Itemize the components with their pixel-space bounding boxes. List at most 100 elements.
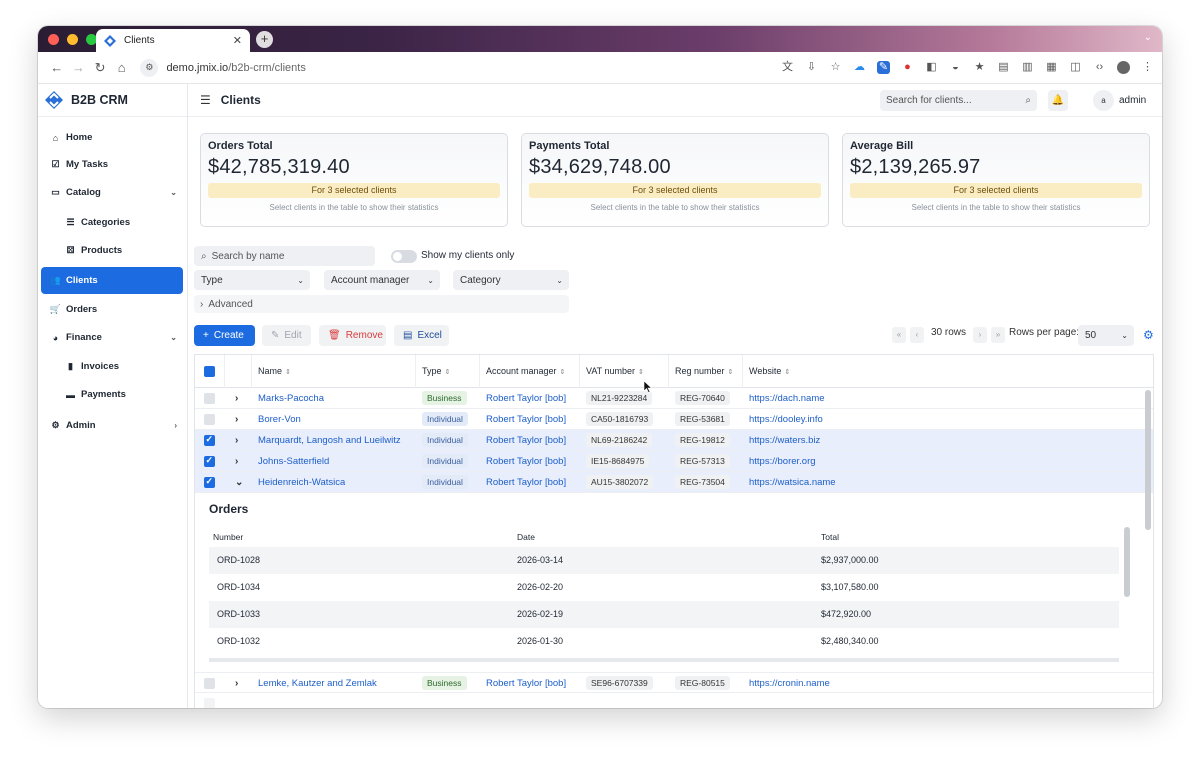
table-row[interactable]: › Lemke, Kautzer and Zemlak Business Rob… xyxy=(195,672,1153,693)
chevron-right-icon[interactable]: › xyxy=(235,456,239,467)
select-all-checkbox[interactable] xyxy=(204,365,215,398)
table-row[interactable]: › Borer-Von Individual Robert Taylor [bo… xyxy=(195,409,1153,430)
sidebar-item-admin[interactable]: ⚙ Admin › xyxy=(41,412,183,439)
back-icon[interactable]: ← xyxy=(50,60,64,75)
sidebar-item-categories[interactable]: ☰ Categories xyxy=(41,209,183,236)
close-window-button[interactable] xyxy=(48,34,59,45)
address-bar[interactable]: ⚙ demo.jmix.io/b2b-crm/clients xyxy=(140,56,773,80)
maximize-window-button[interactable] xyxy=(86,34,97,45)
sidebar-item-invoices[interactable]: ▮ Invoices xyxy=(41,353,183,380)
close-tab-icon[interactable]: ✕ xyxy=(232,35,242,47)
cloud-extension-icon[interactable]: ☁ xyxy=(854,61,865,73)
column-header-account-manager[interactable]: Account manager ⇕ xyxy=(480,355,580,388)
column-header-number[interactable]: Number xyxy=(213,532,244,542)
row-checkbox[interactable] xyxy=(204,476,215,488)
chevron-right-icon[interactable]: › xyxy=(235,678,239,689)
order-row[interactable]: ORD-1028 2026-03-14 $2,937,000.00 xyxy=(209,547,1119,574)
order-row[interactable]: ORD-1032 2026-01-30 $2,480,340.00 xyxy=(209,628,1119,655)
profile-avatar-icon[interactable] xyxy=(1117,61,1130,74)
manager-link[interactable]: Robert Taylor [bob] xyxy=(486,477,567,488)
sidebar-item-orders[interactable]: 🛒 Orders xyxy=(41,296,183,323)
trash-icon[interactable]: ▥ xyxy=(1022,61,1033,73)
website-link[interactable]: https://waters.biz xyxy=(749,435,821,446)
settings-gear-icon[interactable]: ⚙ xyxy=(1143,328,1154,342)
table-row[interactable]: › Marquardt, Langosh and Lueilwitz Indiv… xyxy=(195,430,1153,451)
forward-icon[interactable]: → xyxy=(71,60,85,75)
chevron-right-icon[interactable]: › xyxy=(235,393,239,404)
my-clients-toggle[interactable] xyxy=(391,250,417,263)
manager-link[interactable]: Robert Taylor [bob] xyxy=(486,678,567,689)
manager-link[interactable]: Robert Taylor [bob] xyxy=(486,456,567,467)
home-icon[interactable]: ⌂ xyxy=(117,60,126,75)
chevron-down-icon[interactable]: ⌄ xyxy=(235,477,244,488)
minimize-window-button[interactable] xyxy=(67,34,78,45)
row-checkbox[interactable] xyxy=(204,393,215,404)
column-header-vat-number[interactable]: VAT number ⇕ xyxy=(580,355,669,388)
column-header-website[interactable]: Website ⇕ xyxy=(743,355,1153,388)
notifications-bell-icon[interactable]: 🔔 xyxy=(1048,90,1068,111)
client-name-link[interactable]: Marks-Pacocha xyxy=(258,393,324,404)
brand[interactable]: B2B CRM xyxy=(38,84,187,117)
client-name-link[interactable]: Marquardt, Langosh and Lueilwitz xyxy=(258,435,401,446)
manager-link[interactable]: Robert Taylor [bob] xyxy=(486,414,567,425)
menu-toggle-icon[interactable]: ☰ xyxy=(200,93,211,107)
category-select[interactable]: Category ⌄ xyxy=(453,270,569,290)
client-name-link[interactable]: Borer-Von xyxy=(258,414,301,425)
new-tab-button[interactable]: + xyxy=(256,31,273,48)
table-row[interactable]: › Johns-Satterfield Individual Robert Ta… xyxy=(195,451,1153,472)
type-select[interactable]: Type ⌄ xyxy=(194,270,310,290)
sidebar-item-finance[interactable]: ◕ Finance ⌄ xyxy=(41,324,183,351)
devtools-icon[interactable]: ‹› xyxy=(1095,61,1104,73)
grid-icon[interactable]: ▦ xyxy=(1046,61,1057,73)
website-link[interactable]: https://borer.org xyxy=(749,456,816,467)
name-search-input[interactable]: ⌕ Search by name xyxy=(194,246,375,266)
tab-search-icon[interactable]: ⌄ xyxy=(1143,32,1152,43)
record-extension-icon[interactable]: ● xyxy=(904,61,911,73)
puzzle-icon[interactable]: ◧ xyxy=(926,61,937,73)
order-row[interactable]: ORD-1033 2026-02-19 $472,920.00 xyxy=(209,601,1119,628)
advanced-filter-toggle[interactable]: › Advanced xyxy=(194,295,569,313)
site-info-icon[interactable]: ⚙ xyxy=(140,58,159,77)
browser-menu-icon[interactable]: ⋮ xyxy=(1142,61,1153,73)
manager-link[interactable]: Robert Taylor [bob] xyxy=(486,393,567,404)
sidebar-item-catalog[interactable]: ▭ Catalog ⌄ xyxy=(41,179,183,206)
table-row-partial[interactable] xyxy=(195,693,1153,708)
remove-button[interactable]: 🗑 Remove xyxy=(319,325,386,346)
star-icon[interactable]: ★ xyxy=(974,61,985,73)
username[interactable]: admin xyxy=(1119,95,1147,106)
manager-link[interactable]: Robert Taylor [bob] xyxy=(486,435,567,446)
search-icon[interactable]: ⌕ xyxy=(1025,95,1031,106)
pen-extension-icon[interactable]: ✎ xyxy=(877,61,890,74)
column-header-date[interactable]: Date xyxy=(517,532,535,542)
orders-horizontal-scrollbar[interactable] xyxy=(209,658,1119,662)
bookmark-star-icon[interactable]: ☆ xyxy=(830,61,841,73)
website-link[interactable]: https://dooley.info xyxy=(749,414,823,425)
row-checkbox[interactable] xyxy=(204,455,215,467)
reload-icon[interactable]: ↻ xyxy=(94,59,106,75)
chevron-right-icon[interactable]: › xyxy=(235,435,239,446)
client-name-link[interactable]: Lemke, Kautzer and Zemlak xyxy=(258,678,377,689)
website-link[interactable]: https://dach.name xyxy=(749,393,825,404)
next-page-button[interactable]: › xyxy=(973,327,987,343)
edit-button[interactable]: ✎ Edit xyxy=(262,325,311,346)
table-row[interactable]: ⌄ Heidenreich-Watsica Individual Robert … xyxy=(195,472,1153,493)
client-name-link[interactable]: Johns-Satterfield xyxy=(258,456,330,467)
sidebar-item-my-tasks[interactable]: ☑ My Tasks xyxy=(41,151,183,178)
table-scrollbar[interactable] xyxy=(1145,390,1151,530)
incognito-icon[interactable]: ◒ xyxy=(952,61,959,73)
excel-button[interactable]: ▤ Excel xyxy=(394,325,449,346)
row-checkbox[interactable] xyxy=(204,434,215,446)
translate-icon[interactable]: 文 xyxy=(782,61,793,73)
account-manager-select[interactable]: Account manager ⌄ xyxy=(324,270,440,290)
client-name-link[interactable]: Heidenreich-Watsica xyxy=(258,477,346,488)
split-view-icon[interactable]: ◫ xyxy=(1070,61,1081,73)
column-header-name[interactable]: Name ⇕ xyxy=(252,355,416,388)
rows-per-page-select[interactable]: 50 ⌄ xyxy=(1078,325,1134,346)
browser-tab[interactable]: Clients ✕ xyxy=(96,29,250,52)
sidebar-item-payments[interactable]: ▬ Payments xyxy=(41,381,183,408)
sidebar-item-products[interactable]: ⚄ Products xyxy=(41,237,183,264)
create-button[interactable]: + Create xyxy=(194,325,255,346)
row-checkbox[interactable] xyxy=(204,414,215,425)
order-row[interactable]: ORD-1034 2026-02-20 $3,107,580.00 xyxy=(209,574,1119,601)
website-link[interactable]: https://cronin.name xyxy=(749,678,830,689)
